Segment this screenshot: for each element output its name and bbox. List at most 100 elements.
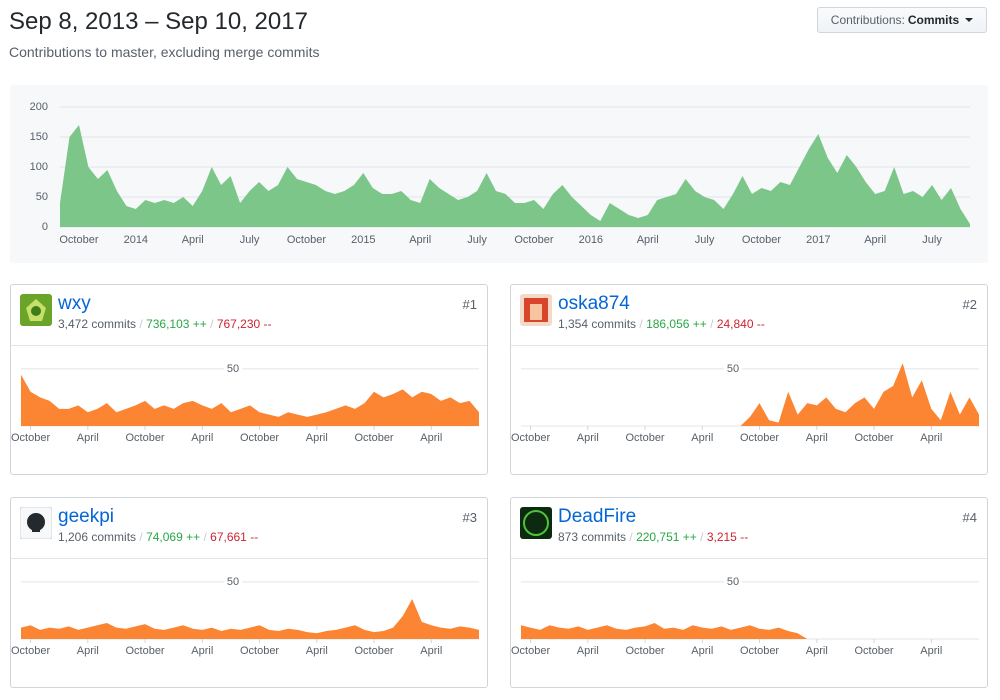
y-tick-label: 50: [727, 576, 739, 588]
x-tick-label: April: [920, 432, 942, 444]
x-tick-label: 2014: [124, 234, 148, 246]
additions: 736,103 ++: [146, 317, 207, 331]
x-tick-label: April: [577, 645, 599, 657]
x-tick-label: October: [511, 432, 550, 444]
additions: 186,056 ++: [646, 317, 707, 331]
contributor-card: DeadFire #4 873 commits / 220,751 ++ / 3,2…: [510, 497, 988, 688]
x-tick-label: April: [806, 645, 828, 657]
area: [60, 125, 970, 227]
x-tick-label: October: [11, 645, 50, 657]
x-tick-label: October: [240, 432, 279, 444]
stat-separator: /: [203, 530, 207, 544]
x-tick-label: April: [420, 645, 442, 657]
contributor-chart: 50 October April October April October April Oc…: [511, 575, 979, 657]
x-tick-label: October: [240, 645, 279, 657]
stat-separator: /: [210, 317, 214, 331]
x-tick-label: October: [854, 645, 893, 657]
stat-separator: /: [710, 317, 714, 331]
x-tick-label: October: [514, 234, 553, 246]
contributor-stats: 873 commits / 220,751 ++ / 3,215 --: [558, 530, 748, 544]
x-tick-label: October: [625, 432, 664, 444]
x-tick-label: October: [59, 234, 98, 246]
dropdown-value: Commits: [907, 13, 960, 27]
y-tick-label: 50: [36, 191, 48, 203]
x-tick-label: October: [740, 432, 779, 444]
x-tick-label: October: [125, 432, 164, 444]
contributor-name[interactable]: geekpi: [58, 506, 114, 527]
x-tick-label: July: [240, 234, 260, 246]
stat-separator: /: [139, 317, 143, 331]
area: [21, 374, 479, 426]
contributor-name[interactable]: DeadFire: [558, 506, 637, 527]
y-tick-label: 200: [30, 101, 48, 113]
y-tick-label: 150: [30, 131, 48, 143]
avatar: [520, 507, 552, 539]
contributor-name[interactable]: oska874: [558, 293, 630, 314]
card-divider: [11, 345, 487, 346]
contributor-stats: 3,472 commits / 736,103 ++ / 767,230 --: [58, 317, 272, 331]
contributor-rank: #2: [962, 297, 977, 312]
area: [21, 599, 479, 639]
x-tick-label: April: [77, 432, 99, 444]
label-bg: [723, 362, 743, 375]
stat-separator: /: [629, 530, 633, 544]
x-tick-label: October: [854, 432, 893, 444]
contributor-card: wxy #1 3,472 commits / 736,103 ++ / 767,23…: [10, 284, 488, 475]
deletions: 767,230 --: [216, 317, 272, 331]
x-tick-label: 2017: [806, 234, 830, 246]
avatar: [520, 294, 552, 326]
x-tick-label: April: [420, 432, 442, 444]
x-tick-label: April: [920, 645, 942, 657]
contributor-rank: #1: [462, 297, 477, 312]
x-tick-label: October: [354, 432, 393, 444]
x-tick-label: October: [740, 645, 779, 657]
additions: 74,069 ++: [146, 530, 201, 544]
card-divider: [11, 558, 487, 559]
stat-separator: /: [639, 317, 643, 331]
label-bg: [223, 362, 243, 375]
label-bg: [723, 575, 743, 588]
contributor-stats: 1,206 commits / 74,069 ++ / 67,661 --: [58, 530, 258, 544]
main-chart-box: 0 50 100 150 200 October 2014 April July October 2…: [10, 85, 988, 263]
x-tick-label: April: [182, 234, 204, 246]
x-tick-label: October: [354, 645, 393, 657]
commit-count: 873 commits: [558, 530, 627, 544]
area: [521, 363, 979, 426]
y-tick-label: 50: [727, 363, 739, 375]
page-subtitle: Contributions to master, excluding merge…: [9, 44, 320, 60]
y-tick-label: 50: [227, 576, 239, 588]
page-title: Sep 8, 2013 – Sep 10, 2017: [9, 8, 308, 35]
x-tick-label: April: [191, 645, 213, 657]
x-tick-label: July: [922, 234, 942, 246]
contributor-chart: 50 October April October April October April Oc…: [11, 362, 479, 444]
additions: 220,751 ++: [636, 530, 697, 544]
x-tick-label: April: [191, 432, 213, 444]
card-divider: [511, 558, 987, 559]
avatar: [20, 294, 52, 326]
contributor-chart: 50 October April October April October April Oc…: [11, 575, 479, 657]
x-tick-label: April: [77, 645, 99, 657]
dropdown-caret: [965, 18, 974, 22]
x-tick-label: April: [577, 432, 599, 444]
x-tick-label: April: [806, 432, 828, 444]
x-tick-label: October: [125, 645, 164, 657]
stat-separator: /: [139, 530, 143, 544]
x-tick-label: April: [691, 432, 713, 444]
x-tick-label: April: [306, 432, 328, 444]
contributor-stats: 1,354 commits / 186,056 ++ / 24,840 --: [558, 317, 765, 331]
x-tick-label: October: [625, 645, 664, 657]
x-tick-label: 2015: [351, 234, 375, 246]
commit-count: 1,354 commits: [558, 317, 637, 331]
x-tick-label: April: [637, 234, 659, 246]
contributor-rank: #3: [462, 510, 477, 525]
avatar: [20, 507, 52, 539]
commit-count: 1,206 commits: [58, 530, 137, 544]
y-tick-label: 0: [42, 221, 48, 233]
x-tick-label: October: [742, 234, 781, 246]
contributor-name[interactable]: wxy: [58, 293, 91, 314]
x-tick-label: April: [306, 645, 328, 657]
deletions: 67,661 --: [210, 530, 259, 544]
label-bg: [223, 575, 243, 588]
contributions-dropdown[interactable]: Contributions: Commits: [817, 7, 987, 33]
commit-count: 3,472 commits: [58, 317, 137, 331]
